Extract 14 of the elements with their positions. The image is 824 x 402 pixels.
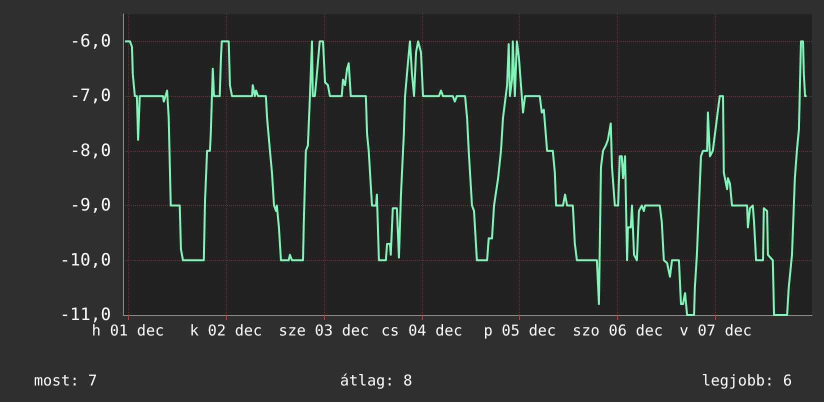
- text: átlag: 8: [340, 372, 412, 390]
- x-tick-label: cs 04 dec: [381, 322, 462, 340]
- x-tick-label: sze 03 dec: [278, 322, 369, 340]
- x-tick-label: p 05 dec: [484, 322, 556, 340]
- text: legjobb: 6: [702, 372, 792, 390]
- x-tick-label: k 02 dec: [190, 322, 262, 340]
- y-tick-label: -8,0: [70, 140, 111, 161]
- x-tick-label: v 07 dec: [680, 322, 752, 340]
- y-tick-label: -6,0: [70, 31, 111, 52]
- y-tick-label: -7,0: [70, 86, 111, 106]
- text: most: 7: [34, 372, 98, 390]
- x-tick-label: szo 06 dec: [572, 322, 663, 340]
- y-tick-label: -9,0: [70, 196, 111, 216]
- y-tick-label: -10,0: [60, 250, 111, 270]
